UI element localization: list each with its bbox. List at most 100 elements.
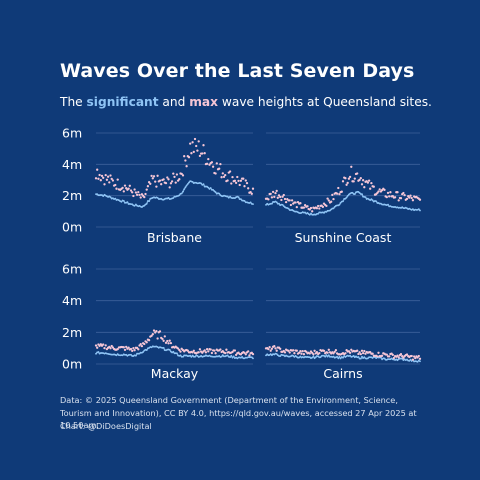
y-tick-label: 0m <box>62 220 82 235</box>
max-point <box>178 348 181 352</box>
max-point <box>143 342 146 346</box>
y-tick-label: 4m <box>62 293 82 308</box>
significant-point <box>325 211 328 213</box>
significant-point <box>180 355 183 358</box>
significant-point <box>371 357 374 359</box>
max-point <box>250 192 253 195</box>
significant-point <box>332 355 335 358</box>
significant-point <box>353 193 356 196</box>
significant-point <box>150 346 153 349</box>
max-point <box>412 355 416 358</box>
max-point <box>397 356 400 359</box>
max-point <box>402 356 405 359</box>
max-point <box>137 190 140 194</box>
max-point <box>377 190 380 193</box>
max-point <box>326 351 329 354</box>
significant-point <box>125 353 128 356</box>
significant-point <box>156 196 159 199</box>
significant-point <box>269 353 272 355</box>
significant-point <box>352 355 355 357</box>
max-point <box>102 176 105 179</box>
max-point <box>298 351 301 354</box>
max-point <box>366 181 370 184</box>
max-point <box>371 352 374 355</box>
significant-point <box>346 195 349 197</box>
significant-point <box>183 188 186 191</box>
significant-point <box>180 192 183 195</box>
significant-point <box>317 355 319 358</box>
max-point <box>327 348 330 351</box>
significant-point <box>375 200 378 203</box>
max-point <box>234 353 238 357</box>
max-point <box>244 179 247 182</box>
max-point <box>326 197 329 200</box>
max-point <box>275 189 278 193</box>
significant-line <box>95 180 254 208</box>
max-point <box>94 344 98 347</box>
max-point <box>99 179 102 182</box>
max-point <box>175 173 179 176</box>
max-point <box>396 354 399 357</box>
max-point <box>280 198 283 202</box>
max-point <box>388 355 391 358</box>
max-point <box>347 177 351 180</box>
significant-point <box>227 196 230 199</box>
max-point <box>276 196 279 199</box>
y-tick-label: 6m <box>62 126 82 141</box>
significant-point <box>142 351 145 353</box>
max-point <box>353 177 356 180</box>
max-point <box>128 184 131 187</box>
max-point <box>191 141 194 144</box>
max-point <box>147 181 151 184</box>
max-point <box>279 347 282 350</box>
chart-title: Waves Over the Last Seven Days <box>60 60 415 82</box>
significant-point <box>143 204 146 207</box>
max-point <box>295 205 298 209</box>
max-point <box>201 152 204 155</box>
max-point <box>198 154 202 158</box>
max-point <box>228 170 232 173</box>
max-point <box>150 174 153 178</box>
max-point <box>149 182 152 185</box>
significant-point <box>96 193 99 196</box>
max-point <box>352 180 355 183</box>
significant-point <box>188 181 190 184</box>
max-point <box>358 351 361 354</box>
max-point <box>275 349 278 352</box>
significant-point <box>162 346 165 349</box>
max-point <box>361 179 365 182</box>
max-point <box>184 159 187 162</box>
significant-point <box>271 354 273 357</box>
max-point <box>187 156 191 159</box>
max-point <box>393 196 397 199</box>
max-point <box>230 182 233 185</box>
max-point <box>242 177 245 180</box>
facet-label: Cairns <box>323 366 362 381</box>
max-point <box>273 345 276 348</box>
significant-point <box>118 199 120 202</box>
significant-point <box>338 356 341 358</box>
max-point <box>197 351 200 354</box>
max-point <box>401 355 404 358</box>
max-point <box>383 188 386 192</box>
max-point <box>193 137 197 141</box>
panel-mackay: 0m 2m 4m 6m Mackay <box>62 262 255 381</box>
max-point <box>225 348 228 351</box>
significant-point <box>324 355 327 358</box>
significant-point <box>419 209 421 212</box>
max-point <box>289 203 293 207</box>
max-point <box>192 150 195 154</box>
max-point <box>164 181 168 185</box>
max-point <box>162 178 165 181</box>
max-point <box>418 198 422 201</box>
significant-point <box>141 206 143 209</box>
max-point <box>402 191 405 195</box>
max-point <box>150 334 153 337</box>
max-point <box>399 353 403 356</box>
significant-point <box>95 352 97 355</box>
significant-point <box>396 359 399 362</box>
max-point <box>104 173 107 177</box>
significant-point <box>310 212 312 215</box>
significant-point <box>409 358 412 361</box>
